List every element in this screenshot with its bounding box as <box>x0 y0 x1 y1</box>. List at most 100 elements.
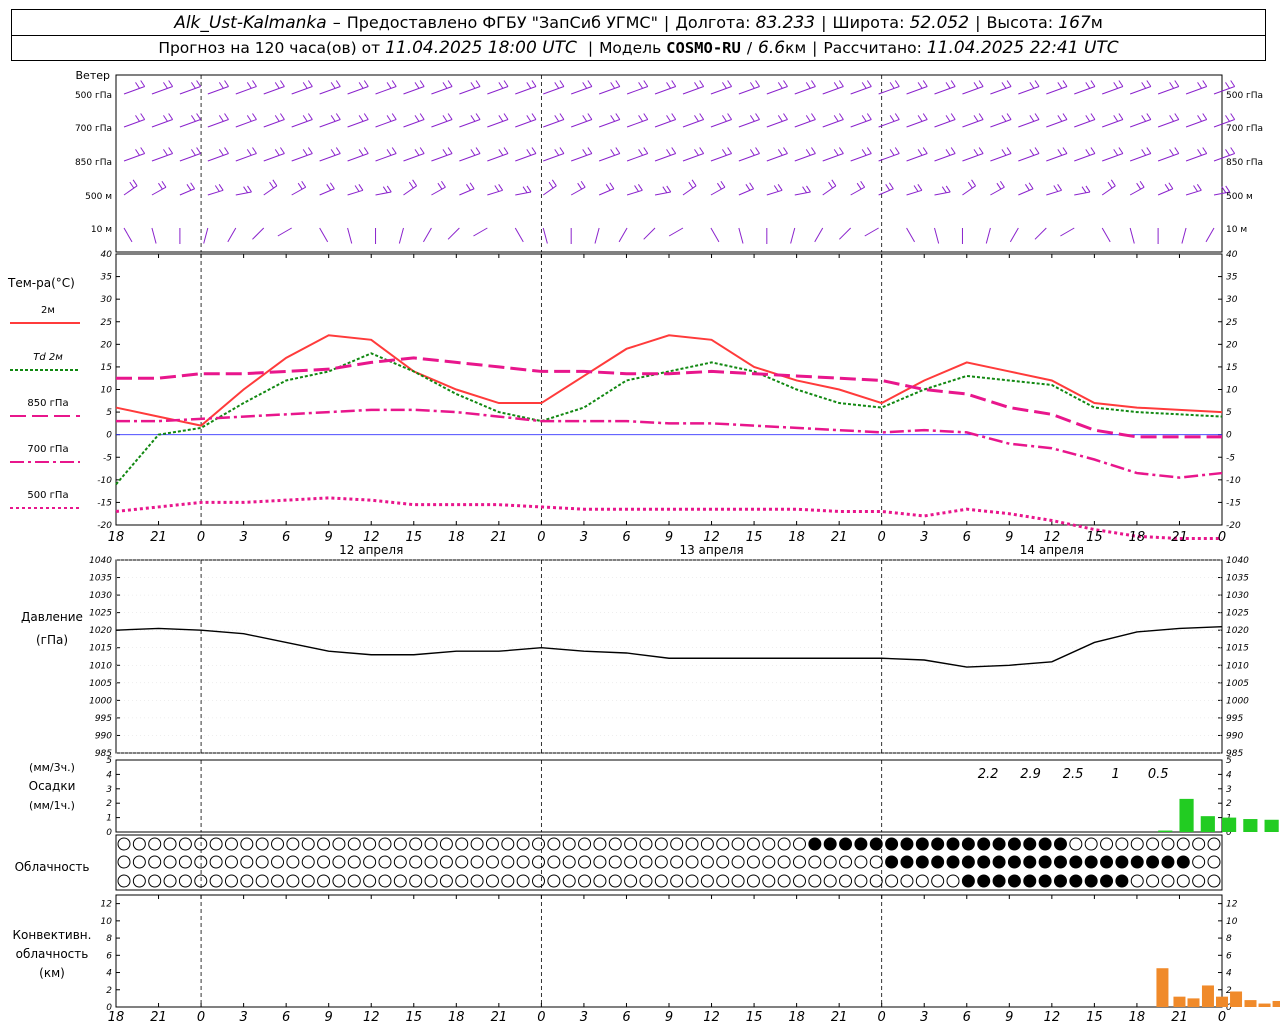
wind-barb-feather <box>437 182 443 190</box>
cloud-circle <box>363 874 377 888</box>
wind-barb <box>1129 119 1151 128</box>
cloud-circle <box>1192 874 1206 888</box>
wind-barb-feather <box>1118 80 1124 87</box>
pres-ytick-label-left: 1015 <box>89 644 112 654</box>
wind-barb-feather <box>615 113 621 120</box>
pres-ytick-label-right: 995 <box>1226 714 1243 724</box>
hour-label-9: 21 <box>491 530 508 545</box>
cloud-circle <box>716 855 730 869</box>
wind-barb <box>1213 191 1230 196</box>
hour-label-24: 18 <box>1129 530 1146 545</box>
cloud-circle <box>1038 855 1052 869</box>
cloud-circle <box>1038 837 1052 851</box>
cloud-circle <box>255 874 269 888</box>
wind-panel <box>123 80 1236 244</box>
hour-label-10: 0 <box>537 530 545 545</box>
wind-barb-feather <box>414 115 420 122</box>
pres-ytick-label-right: 990 <box>1226 731 1243 741</box>
cloud-circle <box>915 874 929 888</box>
hour-label-16: 18 <box>788 530 805 545</box>
cloud-circle <box>178 837 192 851</box>
cloud-circle <box>271 855 285 869</box>
wind-barb-feather <box>838 147 844 154</box>
wind-barb <box>906 119 928 128</box>
wind-barb-feather <box>1174 147 1180 154</box>
wind-barb-feather <box>755 113 760 120</box>
cloud-circle <box>1100 874 1114 888</box>
wind-barb <box>794 86 816 95</box>
wind-barb <box>814 227 824 243</box>
prec-frame <box>115 759 1223 833</box>
cloud-circle <box>624 837 638 851</box>
wind-level-left-1: 700 гПа <box>75 124 112 134</box>
wind-barb-feather <box>833 115 839 122</box>
wind-barb <box>738 227 744 244</box>
hour-label-18: 0 <box>878 530 886 545</box>
wind-barb <box>990 86 1012 95</box>
series-line-0 <box>115 334 1223 427</box>
wind-barb <box>319 86 341 95</box>
wind-barb <box>347 86 369 95</box>
cloud-circle <box>532 837 546 851</box>
cloud-circle <box>762 855 776 869</box>
cloud-circle <box>854 837 868 851</box>
wind-barb-feather <box>382 186 388 193</box>
pres-ytick-label-left: 1035 <box>89 574 112 584</box>
wind-barb-feather <box>1169 115 1175 122</box>
wind-barb-feather <box>749 115 755 122</box>
wind-barb-feather <box>971 179 976 187</box>
wind-barb <box>515 119 537 128</box>
wind-barb-feather <box>158 182 163 190</box>
wind-barb <box>1157 153 1179 162</box>
wind-barb-feather <box>643 147 649 154</box>
pres-ytick-label-right: 1040 <box>1226 556 1249 566</box>
cloud-circle <box>424 874 438 888</box>
cloud-circle <box>347 855 361 869</box>
wind-barb-feather <box>419 80 425 87</box>
wind-barb <box>403 119 425 128</box>
conv-ytick-label-left: 12 <box>101 900 113 910</box>
wind-barb-feather <box>386 185 392 193</box>
hour-label-25: 21 <box>1171 530 1188 545</box>
lat-label: Широта: <box>832 13 905 32</box>
cloud-circle <box>1023 874 1037 888</box>
wind-barb <box>487 153 509 162</box>
precip-ytick-label-left: 3 <box>106 785 112 795</box>
wind-barb <box>515 86 537 95</box>
wind-barb-feather <box>699 147 705 154</box>
wind-barb-feather <box>1034 147 1040 154</box>
wind-barb-feather <box>224 80 229 87</box>
wind-barb-feather <box>280 80 285 87</box>
wind-barb-feather <box>610 149 616 156</box>
precip-unit-bottom: (мм/1ч.) <box>29 799 75 812</box>
cloud-circle <box>808 874 822 888</box>
wind-barb-feather <box>363 113 369 120</box>
wind-barb-feather <box>1062 113 1068 120</box>
wind-barb <box>123 227 133 243</box>
cloud-circle <box>1084 874 1098 888</box>
cloud-circle <box>1207 855 1221 869</box>
cloud-circle <box>839 874 853 888</box>
cloud-circle <box>286 837 300 851</box>
wind-barb <box>934 153 956 162</box>
hour-label-0: 18 <box>108 530 125 545</box>
hour-label-17: 21 <box>831 530 848 545</box>
pres-ytick-label-right: 1025 <box>1226 609 1249 619</box>
precip-ytick-label-left: 4 <box>106 770 112 780</box>
wind-barb-feather <box>662 186 668 193</box>
wind-barb <box>1034 227 1047 240</box>
wind-barb-feather <box>802 186 807 193</box>
wind-barb <box>962 86 984 95</box>
hour-label-bottom-18: 0 <box>878 1010 886 1024</box>
wind-barb-feather <box>329 182 335 190</box>
cloud-circle <box>332 874 346 888</box>
wind-barb-feather <box>531 113 537 120</box>
wind-barb-feather <box>363 147 369 154</box>
wind-barb-feather <box>615 80 621 87</box>
temp-ytick-label-left: 20 <box>101 340 113 350</box>
cloud-circle <box>178 874 192 888</box>
cloud-circle <box>562 874 576 888</box>
wind-barb <box>459 153 481 162</box>
cloud-circle <box>578 855 592 869</box>
calc-time: 11.04.2025 22:41 UTC <box>926 38 1119 58</box>
